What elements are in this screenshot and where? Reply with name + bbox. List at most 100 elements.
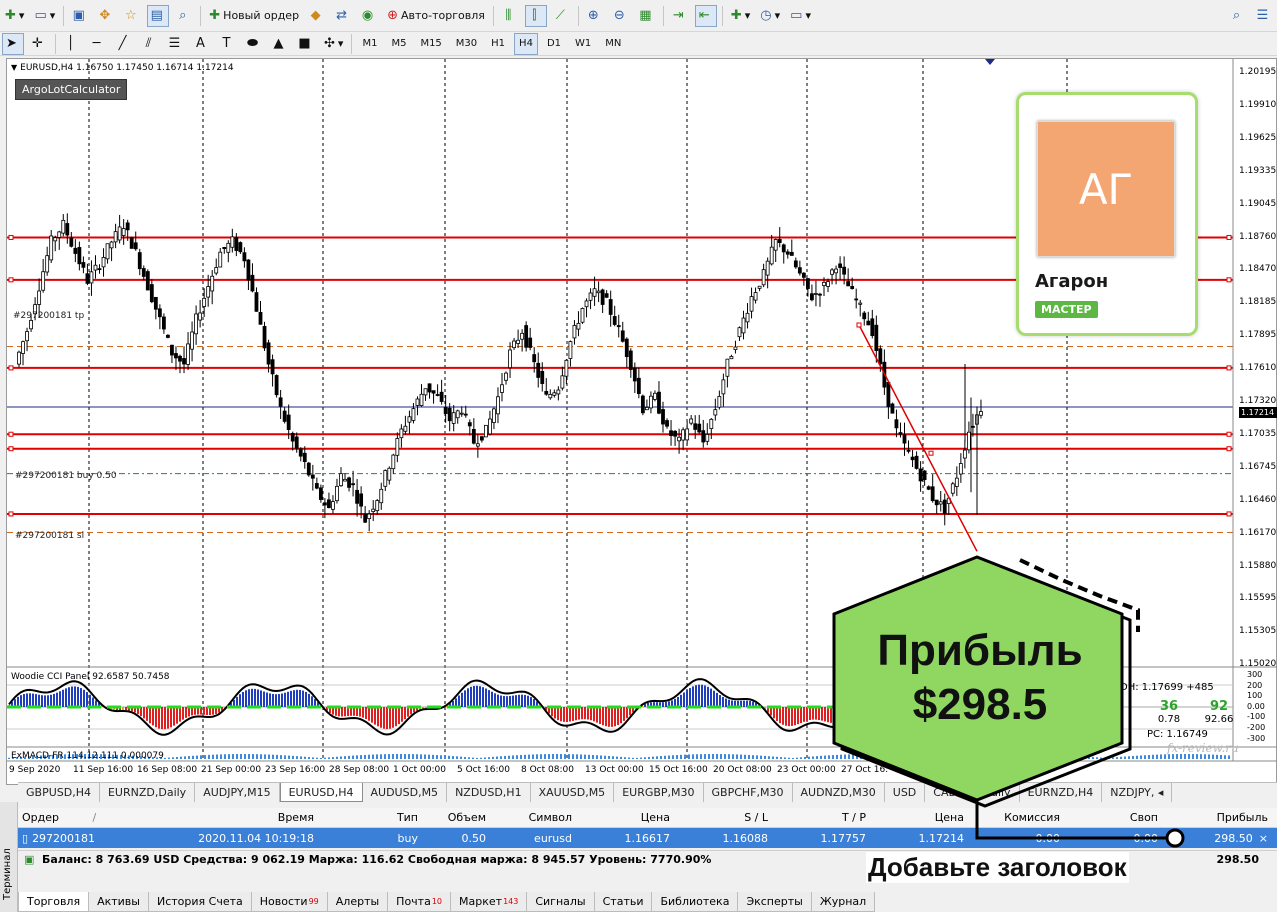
vps-button[interactable]: ◉ — [358, 5, 380, 27]
trend-handle[interactable] — [928, 450, 934, 456]
terminal-tab[interactable]: Торговля — [18, 892, 90, 912]
symbol-tab[interactable]: CADCHF,Daily — [925, 783, 1020, 802]
terminal-tab[interactable]: Библиотека — [651, 892, 739, 912]
vertical-line-tool[interactable]: │ — [61, 33, 83, 55]
level-handle[interactable] — [1226, 511, 1232, 517]
level-handle[interactable] — [1226, 365, 1232, 371]
zoom-in-button[interactable]: ⊕ — [584, 5, 606, 27]
column-header[interactable]: Объем — [422, 811, 490, 824]
terminal-tab[interactable]: Статьи — [593, 892, 653, 912]
timeframe-w1[interactable]: W1 — [575, 38, 592, 49]
symbol-tab[interactable]: NZDUSD,H1 — [447, 783, 531, 802]
column-header[interactable]: Ордер / — [18, 811, 146, 824]
trend-line-tool[interactable]: ╱ — [113, 33, 135, 55]
symbol-tab[interactable]: AUDUSD,M5 — [363, 783, 448, 802]
autotrading-button[interactable]: ⊕ Авто-торговля — [384, 5, 488, 27]
cursor-tool[interactable]: ➤ — [2, 32, 24, 55]
column-header[interactable]: Символ — [490, 811, 576, 824]
terminal-tab[interactable]: Почта 10 — [387, 892, 452, 912]
arrows-tool[interactable]: ✣ ▾ — [324, 36, 344, 51]
trend-line[interactable] — [858, 324, 978, 552]
column-header[interactable]: Цена — [870, 811, 968, 824]
auto-scroll-button[interactable]: ⇥ — [669, 5, 691, 27]
timeframe-m1[interactable]: M1 — [362, 38, 378, 49]
column-header[interactable]: T / P — [772, 811, 870, 824]
timeframe-m30[interactable]: M30 — [455, 38, 478, 49]
zoom-out-button[interactable]: ⊖ — [610, 5, 632, 27]
rectangle-tool[interactable]: ■ — [295, 33, 317, 55]
symbol-tab[interactable]: EURUSD,H4 — [279, 783, 363, 802]
bar-chart-button[interactable]: ⫼ — [499, 5, 521, 27]
templates-button[interactable]: ▭ ▾ — [790, 8, 811, 23]
column-header[interactable]: Комиссия — [968, 811, 1064, 824]
search-button[interactable]: ⌕ — [1227, 5, 1249, 27]
timeframe-d1[interactable]: D1 — [546, 38, 561, 49]
profiles-button[interactable]: ▭ ▾ — [34, 8, 56, 23]
fibo-tool[interactable]: ☰ — [165, 33, 187, 55]
periods-button[interactable]: ◷ ▾ — [760, 8, 781, 23]
table-row[interactable]: ▯ 297200181 2020.11.04 10:19:18 buy 0.50 … — [18, 828, 1277, 848]
level-handle[interactable] — [8, 234, 14, 240]
candle-chart-button[interactable]: ⫿ — [524, 4, 547, 27]
tile-windows-button[interactable]: ▦ — [636, 5, 658, 27]
shift-marker[interactable] — [985, 59, 995, 65]
timeframe-h4[interactable]: H4 — [514, 32, 538, 55]
level-handle[interactable] — [1226, 446, 1232, 452]
new-order-button[interactable]: ✚ Новый ордер — [206, 5, 302, 27]
label-tool[interactable]: T — [217, 33, 239, 55]
terminal-tab[interactable]: Маркет 143 — [450, 892, 528, 912]
market-watch-button[interactable]: ▣ — [69, 5, 91, 27]
tester-button[interactable]: ⌕ — [173, 5, 195, 27]
terminal-tab[interactable]: Новости 99 — [250, 892, 328, 912]
column-header[interactable]: Тип — [318, 811, 422, 824]
symbol-tab[interactable]: XAUUSD,M5 — [531, 783, 615, 802]
level-handle[interactable] — [8, 431, 14, 437]
column-header[interactable]: Прибыль — [1162, 811, 1272, 824]
symbol-tab[interactable]: NZDJPY, ◂ — [1102, 783, 1173, 802]
timeframe-m15[interactable]: M15 — [420, 38, 442, 49]
terminal-tab[interactable]: История Счета — [147, 892, 252, 912]
symbol-tab[interactable]: GBPUSD,H4 — [18, 783, 100, 802]
chart-shift-button[interactable]: ⇤ — [694, 4, 717, 27]
text-tool[interactable]: A — [191, 33, 213, 55]
level-handle[interactable] — [8, 511, 14, 517]
signals-button[interactable]: ⇄ — [332, 5, 354, 27]
column-header[interactable]: Время — [146, 811, 318, 824]
ellipse-tool[interactable]: ⬬ — [243, 33, 265, 55]
navigator-button[interactable]: ☆ — [121, 5, 143, 27]
account-button[interactable]: ☰ — [1253, 5, 1275, 27]
line-chart-button[interactable]: ⟋ — [551, 5, 573, 27]
column-header[interactable]: S / L — [674, 811, 772, 824]
column-header[interactable]: Своп — [1064, 811, 1162, 824]
terminal-tab[interactable]: Активы — [88, 892, 149, 912]
trend-handle[interactable] — [856, 322, 862, 328]
timeframe-h1[interactable]: H1 — [491, 38, 506, 49]
expert-advisor-label[interactable]: ArgoLotCalculator — [15, 79, 128, 100]
symbol-tab[interactable]: AUDNZD,M30 — [793, 783, 885, 802]
level-handle[interactable] — [1226, 431, 1232, 437]
close-order-icon[interactable]: × — [1258, 831, 1268, 845]
level-handle[interactable] — [8, 365, 14, 371]
indicators-button[interactable]: ✚ ▾ — [730, 8, 751, 23]
timeframe-m5[interactable]: M5 — [391, 38, 407, 49]
symbol-tab[interactable]: USD — [885, 783, 926, 802]
horizontal-line-tool[interactable]: ─ — [87, 33, 109, 55]
column-header[interactable]: Цена — [576, 811, 674, 824]
terminal-button[interactable]: ▤ — [147, 4, 170, 27]
crosshair-tool[interactable]: ✛ — [28, 33, 50, 55]
terminal-tab[interactable]: Алерты — [326, 892, 389, 912]
data-window-button[interactable]: ✥ — [95, 5, 117, 27]
new-chart-button[interactable]: ✚ ▾ — [5, 8, 25, 23]
channel-tool[interactable]: ⫽ — [139, 33, 161, 55]
symbol-tab[interactable]: GBPCHF,M30 — [704, 783, 793, 802]
symbol-tab[interactable]: EURNZD,Daily — [100, 783, 196, 802]
triangle-tool[interactable]: ▲ — [269, 33, 291, 55]
terminal-tab[interactable]: Журнал — [810, 892, 876, 912]
terminal-tab[interactable]: Эксперты — [737, 892, 812, 912]
terminal-tab[interactable]: Сигналы — [526, 892, 595, 912]
add-heading-text[interactable]: Добавьте заголовок — [866, 852, 1129, 883]
metaeditor-button[interactable]: ◆ — [306, 5, 328, 27]
level-handle[interactable] — [1226, 277, 1232, 283]
level-handle[interactable] — [8, 446, 14, 452]
timeframe-mn[interactable]: MN — [605, 38, 622, 49]
